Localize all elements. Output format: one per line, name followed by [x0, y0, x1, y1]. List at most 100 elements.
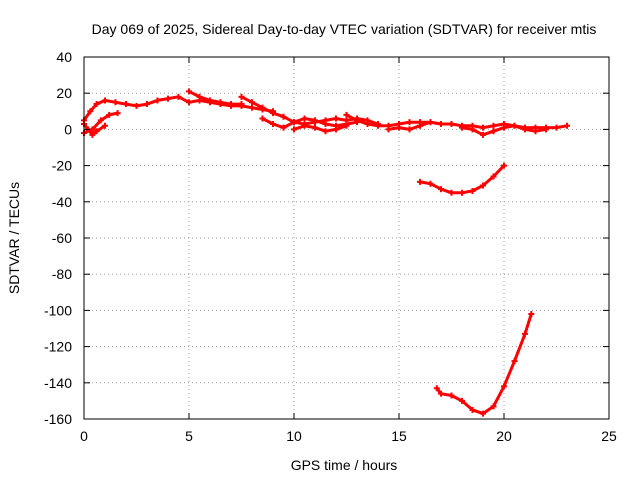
data-point-marker [438, 120, 444, 127]
data-point-marker [385, 126, 392, 133]
data-point-marker [291, 126, 297, 133]
axis-ticks: 0 5 10 15 20 25 -160 -140 -120 -100 -80 -60 -40 -20 0 2… [44, 49, 617, 444]
series-line-arc-8 [345, 113, 569, 130]
data-point-marker [312, 124, 318, 131]
data-point-marker [448, 120, 455, 127]
data-point-marker [270, 110, 276, 117]
series-line-arc-6 [261, 117, 359, 130]
data-point-marker [364, 120, 371, 127]
y-tick-label: 20 [56, 85, 72, 101]
data-point-marker [459, 189, 465, 196]
data-point-marker [528, 311, 535, 318]
data-point-marker [301, 115, 308, 122]
x-tick-label: 0 [80, 428, 88, 444]
data-point-marker [322, 120, 329, 127]
series-line-arc-11 [418, 164, 506, 195]
data-point-marker [280, 113, 287, 120]
grid-lines [84, 57, 609, 419]
data-point-marker [238, 101, 245, 108]
data-point-marker [343, 111, 350, 118]
y-tick-label: -80 [52, 266, 72, 282]
data-point-marker [123, 101, 129, 108]
data-point-marker [97, 117, 104, 124]
data-point-marker [427, 180, 434, 187]
data-point-marker [112, 99, 119, 106]
plot-frame [83, 56, 610, 420]
y-tick-label: -140 [44, 375, 72, 391]
data-point-marker [448, 392, 455, 399]
data-point-marker [480, 182, 486, 189]
data-point-marker [196, 93, 203, 100]
data-point-marker [154, 97, 161, 104]
data-point-marker [501, 383, 507, 390]
data-point-marker [501, 124, 507, 131]
data-point-marker [469, 187, 476, 194]
x-axis-label: GPS time / hours [291, 457, 398, 473]
data-point-marker [207, 97, 213, 104]
data-point-marker [406, 126, 413, 133]
series-line-arc-1 [82, 95, 275, 122]
data-point-marker [490, 122, 497, 129]
data-point-marker [93, 101, 100, 108]
x-tick-label: 10 [286, 428, 302, 444]
data-point-marker [259, 104, 266, 111]
data-point-marker [186, 88, 192, 95]
data-point-marker [343, 122, 350, 129]
data-point-marker [501, 162, 507, 169]
data-point-marker [511, 358, 518, 365]
x-tick-label: 5 [185, 428, 193, 444]
data-point-marker [354, 117, 360, 124]
y-axis-label: SDTVAR / TECUs [6, 182, 22, 294]
data-point-marker [417, 122, 423, 129]
data-point-marker [102, 97, 108, 104]
data-point-marker [406, 119, 413, 126]
data-point-marker [396, 124, 402, 131]
x-tick-label: 25 [601, 428, 617, 444]
data-point-marker [543, 126, 549, 133]
data-point-marker [238, 93, 245, 100]
data-point-marker [102, 122, 108, 129]
data-point-marker [511, 122, 518, 129]
data-point-marker [228, 101, 234, 108]
data-point-marker [448, 189, 455, 196]
data-point-marker [522, 126, 528, 133]
data-point-marker [480, 131, 486, 138]
data-point-marker [433, 385, 440, 392]
data-point-marker [564, 122, 570, 129]
y-tick-label: -60 [52, 230, 72, 246]
chart-title: Day 069 of 2025, Sidereal Day-to-day VTE… [92, 21, 597, 37]
data-point-marker [490, 173, 497, 180]
data-point-marker [469, 406, 476, 413]
data-point-marker [259, 115, 266, 122]
y-tick-label: -40 [52, 194, 72, 210]
y-tick-label: -160 [44, 411, 72, 427]
data-point-marker [133, 102, 140, 109]
data-point-marker [301, 122, 308, 129]
data-point-marker [427, 119, 434, 126]
data-point-marker [312, 117, 318, 124]
data-point-marker [144, 101, 150, 108]
y-tick-label: 40 [56, 49, 72, 65]
data-point-marker [459, 124, 465, 131]
data-point-marker [322, 128, 329, 135]
data-point-marker [459, 397, 465, 404]
data-point-marker [114, 110, 121, 117]
data-point-marker [522, 330, 528, 337]
data-point-marker [280, 124, 287, 131]
data-point-marker [175, 93, 182, 100]
y-tick-label: -20 [52, 158, 72, 174]
data-point-marker [438, 186, 444, 193]
data-point-marker [249, 99, 255, 106]
data-point-marker [291, 119, 297, 126]
data-point-marker [469, 126, 476, 133]
data-point-marker [480, 410, 486, 417]
data-point-marker [106, 111, 113, 118]
data-point-marker [490, 128, 497, 135]
data-point-marker [532, 128, 539, 135]
data-point-marker [87, 108, 94, 115]
x-tick-label: 20 [496, 428, 512, 444]
series-line-arc-12 [435, 312, 533, 416]
y-tick-label: -100 [44, 302, 72, 318]
data-point-marker [438, 390, 444, 397]
